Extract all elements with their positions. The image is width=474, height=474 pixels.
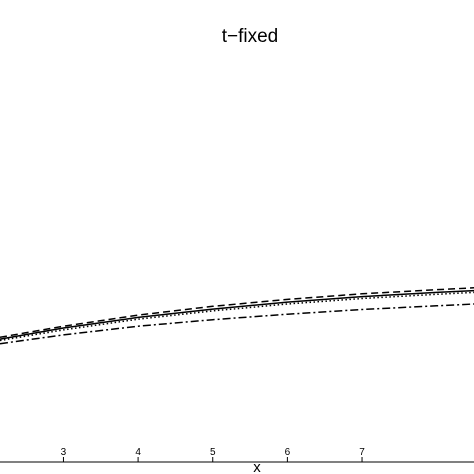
series-line-dotted	[0, 291, 474, 342]
x-tick-label: 3	[61, 447, 67, 458]
x-tick-label: 5	[210, 447, 216, 458]
series-line-dashdot	[0, 303, 474, 345]
x-axis-label: x	[253, 459, 261, 474]
series-line-dashed	[0, 287, 474, 339]
x-tick-label: 4	[135, 447, 141, 458]
x-tick-label: 7	[359, 447, 365, 458]
x-tick-label: 6	[285, 447, 291, 458]
series-line-solid	[0, 289, 474, 340]
chart-title: t−fixed	[222, 26, 279, 47]
x-axis-ticks: 3 4 5 6 7	[61, 447, 365, 462]
series-group	[0, 287, 474, 345]
plot-area: 3 4 5 6 7	[0, 287, 474, 463]
